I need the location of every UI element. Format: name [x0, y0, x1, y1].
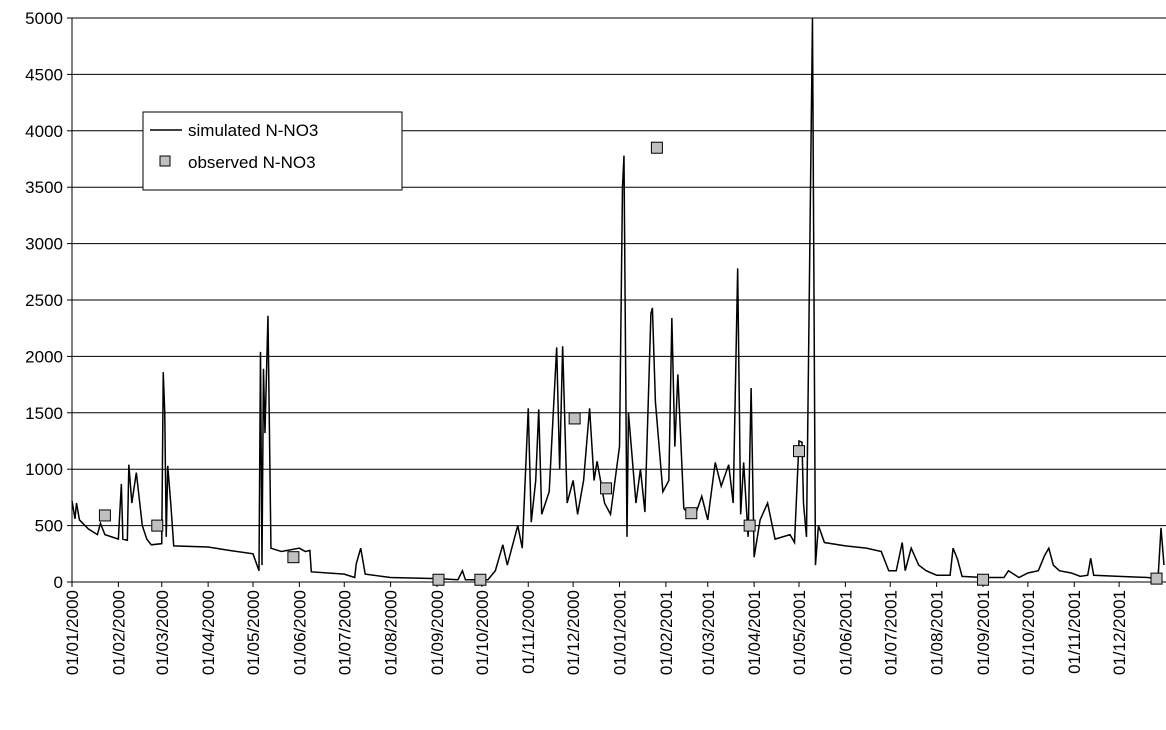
y-tick-label: 2000: [25, 347, 63, 366]
observed-point: [743, 519, 756, 532]
x-tick-label: 01/07/2000: [335, 590, 354, 675]
x-tick-label: 01/11/2000: [519, 590, 538, 674]
observed-point: [568, 412, 581, 425]
y-tick-label: 3500: [25, 178, 63, 197]
x-tick-label: 01/02/2000: [109, 590, 128, 675]
x-tick-label: 01/10/2001: [1019, 590, 1038, 675]
legend-marker: [159, 155, 171, 167]
x-tick-label: 01/04/2001: [745, 590, 764, 675]
legend-box: [142, 111, 403, 191]
legend-label: observed N-NO3: [188, 153, 316, 172]
legend-label: simulated N-NO3: [188, 121, 318, 140]
x-tick-label: 01/01/2000: [63, 590, 82, 675]
x-tick-label: 01/07/2001: [881, 590, 900, 675]
y-tick-label: 4000: [25, 122, 63, 141]
observed-point: [600, 482, 613, 495]
x-tick-label: 01/09/2001: [974, 590, 993, 675]
x-tick-label: 01/12/2000: [564, 590, 583, 675]
observed-point: [976, 573, 989, 586]
y-tick-label: 1000: [25, 460, 63, 479]
x-tick-label: 01/12/2001: [1110, 590, 1129, 675]
simulated-line: [71, 17, 1165, 581]
y-tick-label: 500: [35, 517, 63, 536]
x-tick-label: 01/04/2000: [199, 590, 218, 675]
y-tick-label: 0: [54, 573, 63, 592]
observed-point: [151, 519, 164, 532]
x-tick-label: 01/03/2000: [153, 590, 172, 675]
observed-point: [1150, 572, 1163, 585]
x-tick-label: 01/01/2001: [610, 590, 629, 675]
observed-point: [474, 573, 487, 586]
x-tick-label: 01/06/2001: [836, 590, 855, 675]
x-tick-label: 01/05/2001: [790, 590, 809, 675]
observed-point: [432, 573, 445, 586]
observed-point: [793, 445, 806, 458]
x-tick-label: 01/09/2000: [428, 590, 447, 675]
observed-point: [650, 141, 663, 154]
observed-point: [287, 551, 300, 564]
x-tick-label: 01/11/2001: [1065, 590, 1084, 674]
x-tick-label: 01/08/2001: [928, 590, 947, 675]
x-tick-label: 01/02/2001: [657, 590, 676, 675]
x-tick-label: 01/10/2000: [473, 590, 492, 675]
y-tick-label: 4500: [25, 65, 63, 84]
x-tick-label: 01/08/2000: [382, 590, 401, 675]
y-tick-label: 3000: [25, 235, 63, 254]
y-tick-label: 2500: [25, 291, 63, 310]
x-tick-label: 01/05/2000: [244, 590, 263, 675]
x-tick-label: 01/06/2000: [290, 590, 309, 675]
observed-point: [685, 507, 698, 520]
observed-point: [98, 509, 111, 522]
y-tick-label: 1500: [25, 404, 63, 423]
y-tick-label: 5000: [25, 9, 63, 28]
legend: simulated N-NO3 observed N-NO3: [142, 111, 403, 191]
x-tick-label: 01/03/2001: [699, 590, 718, 675]
